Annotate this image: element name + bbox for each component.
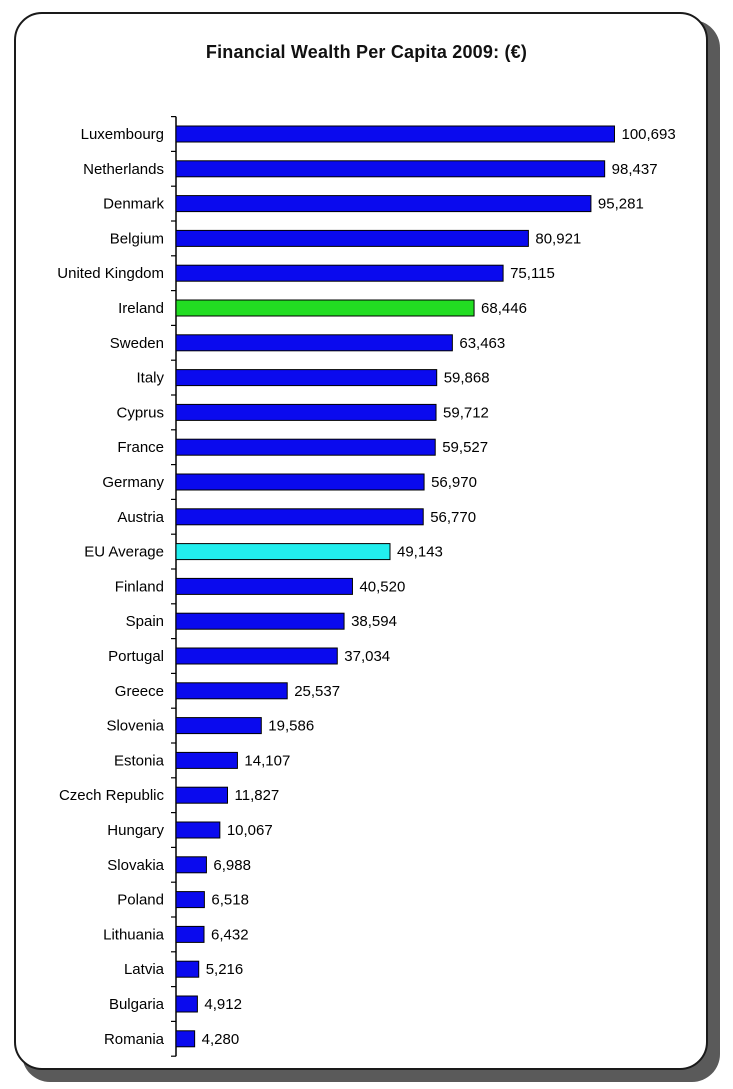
bar-romania — [175, 1030, 196, 1048]
bar-germany — [175, 473, 425, 491]
data-label: 75,115 — [510, 265, 555, 282]
bar-cyprus — [175, 403, 437, 421]
data-label: 6,988 — [213, 857, 251, 874]
data-label: 63,463 — [459, 335, 505, 352]
category-label: Lithuania — [103, 926, 165, 943]
data-label: 4,912 — [204, 996, 242, 1013]
data-label: 59,712 — [443, 404, 489, 421]
category-label: Spain — [126, 613, 164, 630]
bar-portugal — [175, 647, 338, 665]
chart-title: Financial Wealth Per Capita 2009: (€) — [205, 42, 528, 62]
bar-bulgaria — [175, 995, 198, 1013]
bar-denmark — [175, 195, 592, 213]
category-label: Greece — [115, 683, 164, 700]
category-label: Estonia — [114, 752, 165, 769]
data-label: 56,770 — [430, 509, 476, 526]
bar-hungary — [175, 821, 221, 839]
category-label: EU Average — [84, 544, 164, 561]
data-label: 10,067 — [227, 822, 273, 839]
bar-slovenia — [175, 717, 262, 735]
bar-estonia — [175, 751, 238, 769]
data-label: 59,527 — [442, 439, 488, 456]
category-label: Netherlands — [83, 161, 164, 178]
bar-slovakia — [175, 856, 207, 874]
bar-poland — [175, 891, 205, 909]
category-label: United Kingdom — [57, 265, 164, 282]
bar-greece — [175, 682, 288, 700]
bar-finland — [175, 577, 353, 595]
category-label: France — [117, 439, 164, 456]
category-label: Austria — [117, 509, 164, 526]
category-label: Cyprus — [116, 404, 164, 421]
bar-sweden — [175, 334, 453, 352]
category-label: Belgium — [110, 230, 164, 247]
data-label: 37,034 — [344, 648, 390, 665]
data-label: 68,446 — [481, 300, 527, 317]
data-label: 59,868 — [444, 370, 490, 387]
category-label: Slovenia — [106, 718, 164, 735]
data-label: 19,586 — [268, 718, 314, 735]
data-label: 49,143 — [397, 544, 443, 561]
bar-italy — [175, 369, 438, 387]
data-label: 98,437 — [612, 161, 658, 178]
bar-netherlands — [175, 160, 606, 178]
category-label: Hungary — [107, 822, 164, 839]
bar-belgium — [175, 229, 529, 247]
category-label: Luxembourg — [81, 126, 164, 143]
bar-lithuania — [175, 925, 205, 943]
category-label: Czech Republic — [59, 787, 165, 804]
category-label: Slovakia — [107, 857, 164, 874]
data-label: 14,107 — [244, 752, 290, 769]
bar-czech-republic — [175, 786, 229, 804]
data-label: 6,432 — [211, 926, 249, 943]
data-label: 6,518 — [211, 892, 249, 909]
bar-latvia — [175, 960, 200, 978]
bar-eu-average — [175, 543, 391, 561]
category-label: Portugal — [108, 648, 164, 665]
data-label: 80,921 — [535, 230, 581, 247]
category-label: Italy — [136, 370, 164, 387]
bar-luxembourg — [175, 125, 615, 143]
category-label: Romania — [104, 1031, 165, 1048]
data-label: 38,594 — [351, 613, 397, 630]
category-label: Finland — [115, 578, 164, 595]
category-label: Ireland — [118, 300, 164, 317]
category-label: Latvia — [124, 961, 165, 978]
data-label: 40,520 — [359, 578, 405, 595]
bar-austria — [175, 508, 424, 526]
category-label: Denmark — [103, 196, 164, 213]
category-label: Sweden — [110, 335, 164, 352]
category-label: Germany — [102, 474, 164, 491]
category-label: Poland — [117, 892, 164, 909]
data-label: 56,970 — [431, 474, 477, 491]
category-label: Bulgaria — [109, 996, 165, 1013]
data-label: 4,280 — [202, 1031, 240, 1048]
bar-ireland — [175, 299, 475, 317]
data-label: 100,693 — [621, 126, 675, 143]
data-label: 11,827 — [235, 787, 280, 804]
data-label: 25,537 — [294, 683, 340, 700]
chart-card — [14, 12, 708, 1070]
bar-spain — [175, 612, 345, 630]
data-label: 95,281 — [598, 196, 644, 213]
bar-united-kingdom — [175, 264, 504, 282]
data-label: 5,216 — [206, 961, 244, 978]
bar-france — [175, 438, 436, 456]
